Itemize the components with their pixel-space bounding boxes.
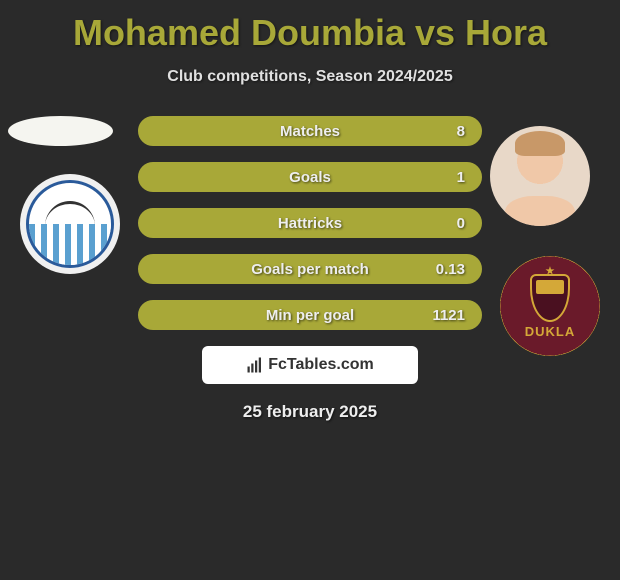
stat-label: Goals: [289, 169, 331, 186]
stat-label: Hattricks: [278, 215, 342, 232]
club-left-badge: [20, 174, 120, 274]
page-title: Mohamed Doumbia vs Hora: [0, 0, 620, 54]
stat-value-right: 1121: [432, 307, 465, 324]
date-text: 25 february 2025: [0, 402, 620, 422]
stat-bars: Matches 8 Goals 1 Hattricks 0 Goals per …: [138, 116, 482, 330]
player-left-avatar: [8, 116, 113, 146]
stat-label: Matches: [280, 123, 340, 140]
stat-bar: Goals per match 0.13: [138, 254, 482, 284]
brand-badge: FcTables.com: [202, 346, 418, 384]
club-right-text: DUKLA: [525, 324, 576, 339]
club-right-badge: ★ DUKLA: [500, 256, 600, 356]
brand-text: FcTables.com: [268, 356, 374, 374]
stat-label: Goals per match: [251, 261, 369, 278]
stat-label: Min per goal: [266, 307, 354, 324]
page-subtitle: Club competitions, Season 2024/2025: [0, 68, 620, 86]
stat-bar: Min per goal 1121: [138, 300, 482, 330]
player-right-avatar: [490, 126, 590, 226]
stat-bar: Hattricks 0: [138, 208, 482, 238]
stat-value-right: 0: [457, 215, 465, 232]
stat-value-right: 0.13: [436, 261, 465, 278]
comparison-area: ★ DUKLA Matches 8 Goals 1 Hattricks 0 Go…: [0, 116, 620, 330]
chart-icon: [246, 356, 264, 374]
stat-value-right: 8: [457, 123, 465, 140]
stat-value-right: 1: [457, 169, 465, 186]
stat-bar: Matches 8: [138, 116, 482, 146]
stat-bar: Goals 1: [138, 162, 482, 192]
